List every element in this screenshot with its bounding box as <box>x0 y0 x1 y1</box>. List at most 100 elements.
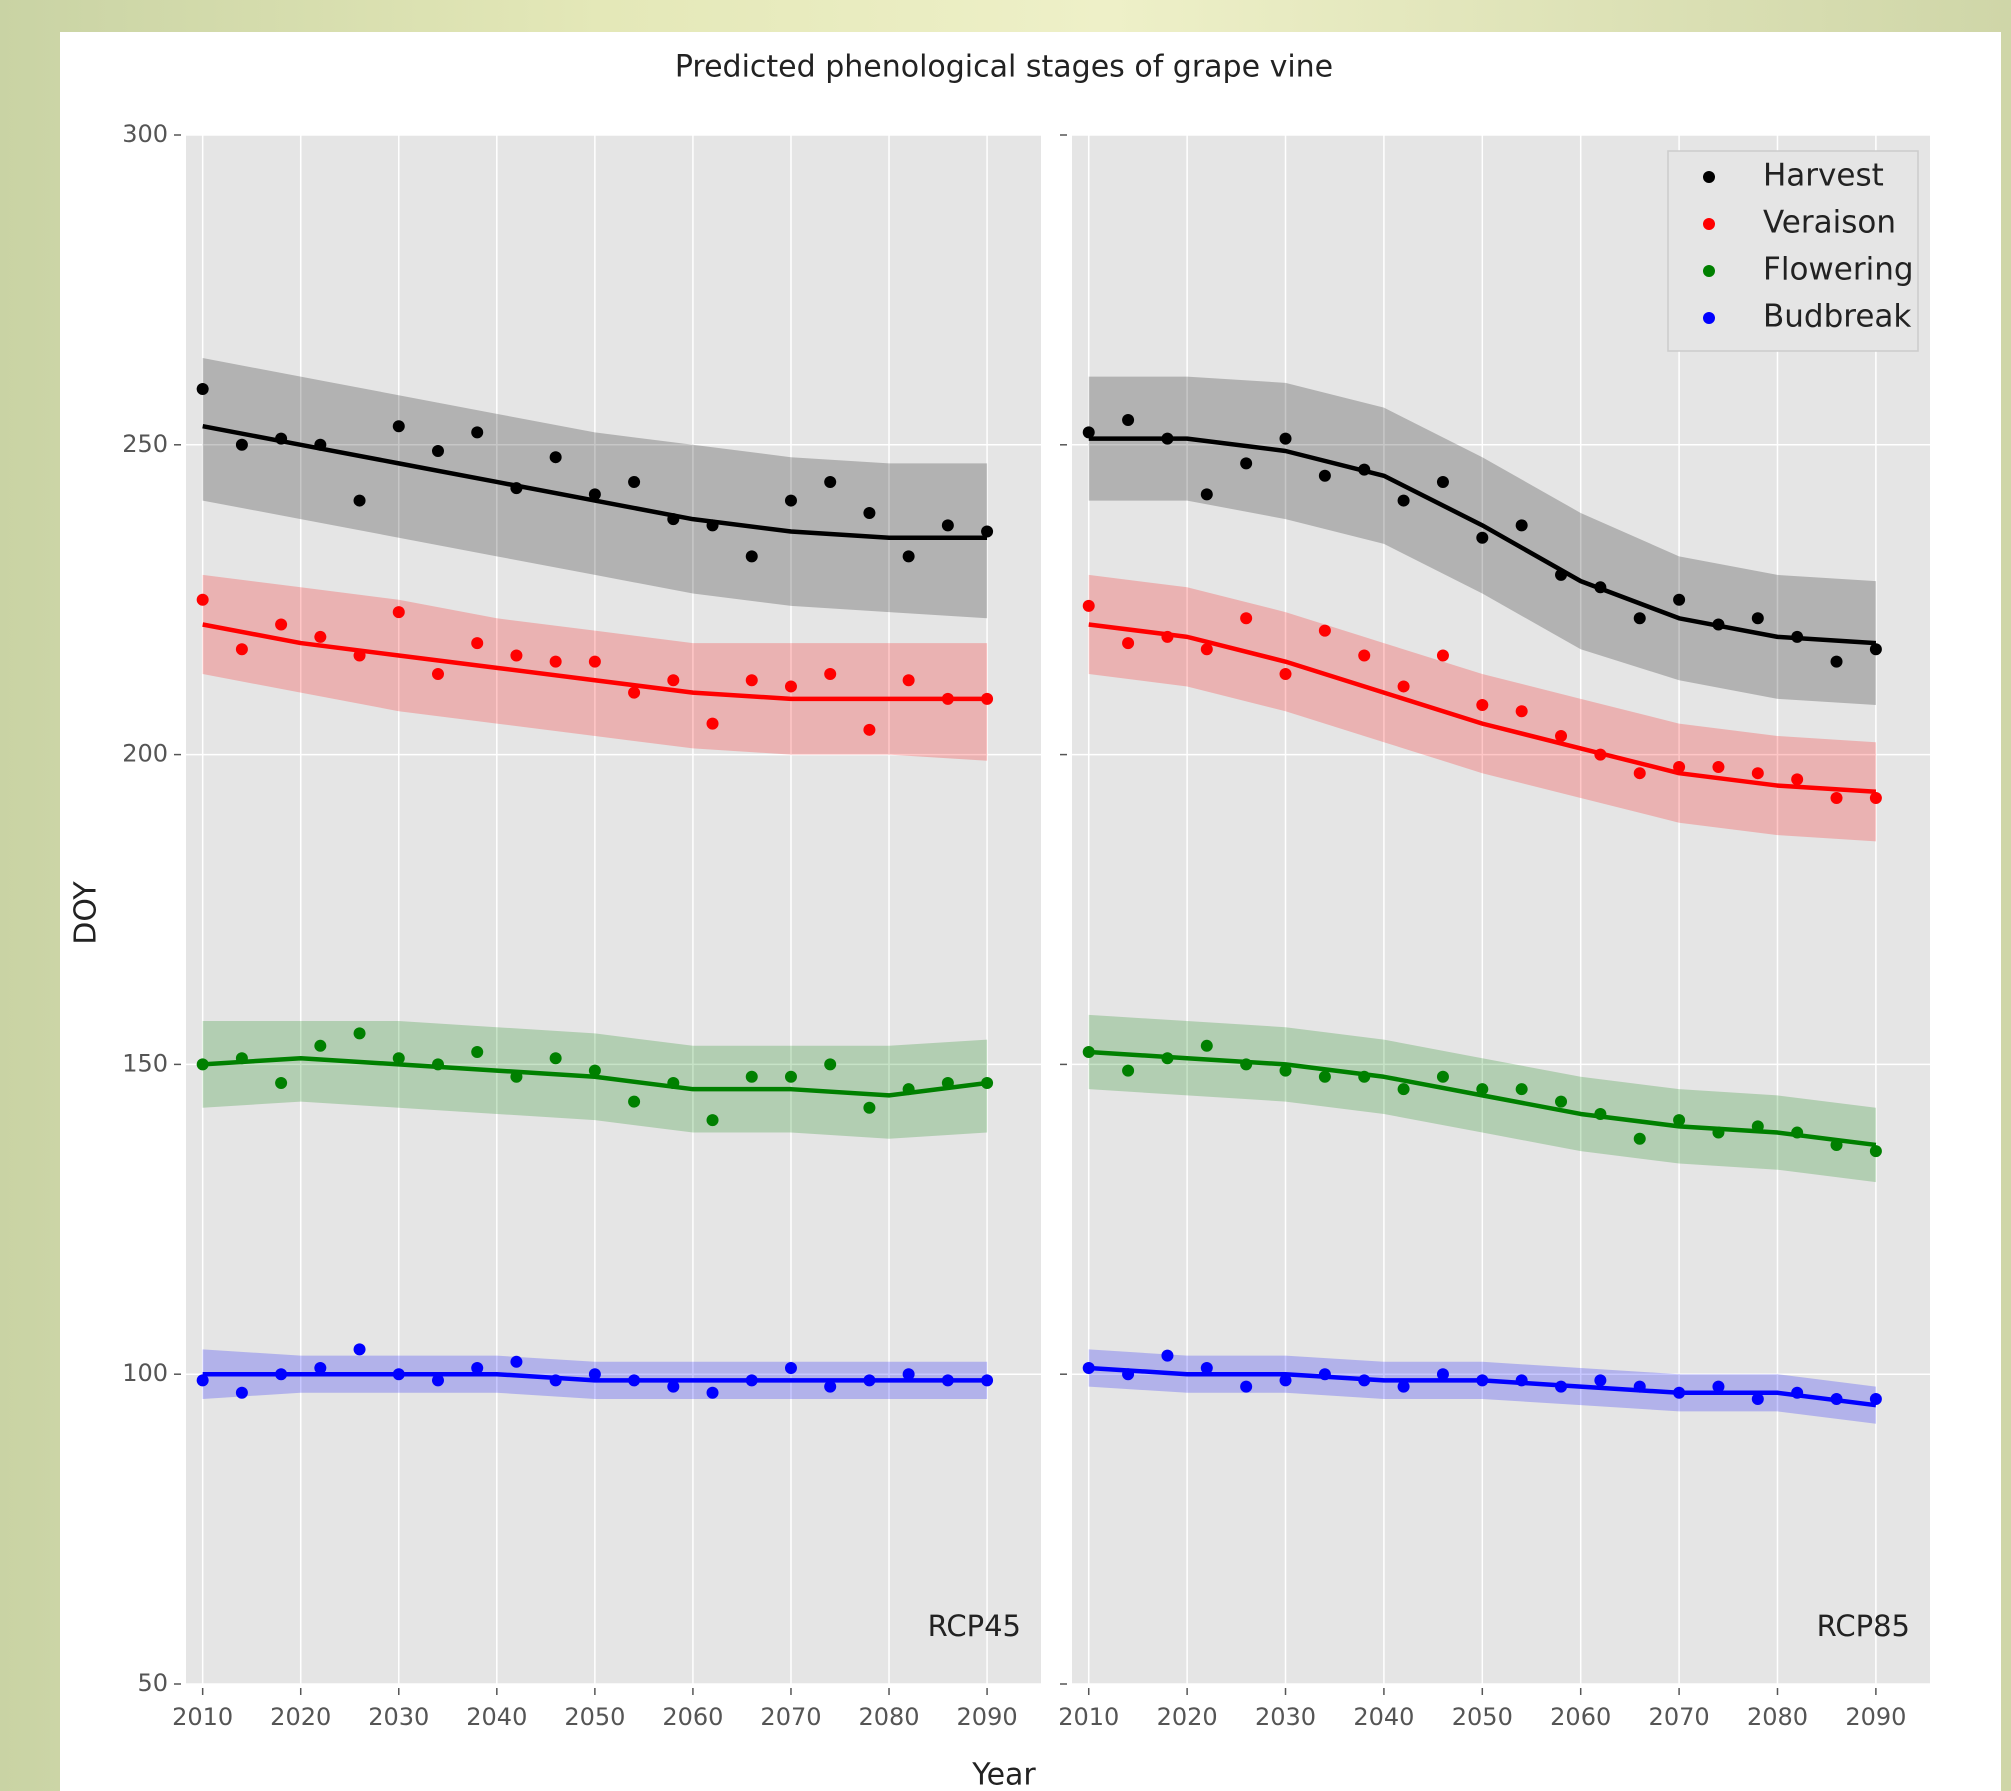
plot-area <box>186 135 1041 1684</box>
data-point <box>1594 1374 1607 1387</box>
data-point <box>314 1362 327 1375</box>
data-point <box>353 1027 366 1040</box>
legend-marker <box>1703 265 1715 277</box>
data-point <box>196 593 209 606</box>
data-point <box>392 1052 405 1065</box>
trend-line <box>1088 1365 1877 1408</box>
legend-marker <box>1703 171 1715 183</box>
data-point <box>824 1380 837 1393</box>
data-point <box>471 1362 484 1375</box>
data-point <box>1436 1368 1449 1381</box>
x-tick-label: 2070 <box>1649 1703 1710 1731</box>
data-point <box>863 723 876 736</box>
data-point <box>824 668 837 681</box>
data-point <box>314 1039 327 1052</box>
data-point <box>1712 1380 1725 1393</box>
data-point <box>1555 730 1568 743</box>
data-point <box>1869 1392 1882 1405</box>
y-tick-label: 200 <box>122 740 168 768</box>
data-point <box>824 475 837 488</box>
trend-line <box>202 424 988 540</box>
data-point <box>1869 791 1882 804</box>
data-point <box>1436 1070 1449 1083</box>
x-tick-label: 2010 <box>172 1703 233 1731</box>
data-point <box>235 438 248 451</box>
y-tick-label: 300 <box>122 120 168 148</box>
data-point <box>235 643 248 656</box>
data-point <box>902 674 915 687</box>
data-point <box>1515 705 1528 718</box>
data-point <box>1515 519 1528 532</box>
trend-line <box>202 1055 988 1098</box>
data-point <box>1436 649 1449 662</box>
confidence-band <box>1088 1349 1876 1424</box>
data-point <box>1751 612 1764 625</box>
data-point <box>1633 767 1646 780</box>
data-point <box>1318 624 1331 637</box>
data-point <box>745 674 758 687</box>
data-point <box>667 1380 680 1393</box>
data-point <box>1397 680 1410 693</box>
data-point <box>353 1343 366 1356</box>
panel-label: RCP85 <box>1817 1609 1910 1643</box>
data-point <box>1200 1362 1213 1375</box>
x-tick-label: 2030 <box>1255 1703 1316 1731</box>
legend-label: Flowering <box>1763 252 1914 288</box>
data-point <box>1240 1380 1253 1393</box>
data-point <box>588 655 601 668</box>
data-point <box>902 1368 915 1381</box>
data-point <box>510 1355 523 1368</box>
data-point <box>1318 1070 1331 1083</box>
data-point <box>275 1076 288 1089</box>
data-point <box>1555 1095 1568 1108</box>
data-point <box>1397 494 1410 507</box>
data-point <box>1830 791 1843 804</box>
data-point <box>824 1058 837 1071</box>
data-point <box>392 606 405 619</box>
data-point <box>196 1374 209 1387</box>
x-axis-label: Year <box>971 1758 1036 1791</box>
data-point <box>863 1101 876 1114</box>
data-point <box>431 668 444 681</box>
data-point <box>1515 1083 1528 1096</box>
data-point <box>1397 1380 1410 1393</box>
data-point <box>1279 1374 1292 1387</box>
legend-marker <box>1703 312 1715 324</box>
data-point <box>431 1374 444 1387</box>
data-point <box>1673 760 1686 773</box>
data-point <box>1082 426 1095 439</box>
y-tick-label: 50 <box>137 1669 168 1697</box>
data-point <box>1200 1039 1213 1052</box>
data-point <box>1476 699 1489 712</box>
data-point <box>1279 432 1292 445</box>
data-point <box>1712 760 1725 773</box>
x-tick-label: 2070 <box>760 1703 821 1731</box>
data-point <box>1830 655 1843 668</box>
data-point <box>1358 649 1371 662</box>
data-point <box>510 649 523 662</box>
trend-line <box>1088 622 1877 795</box>
data-point <box>588 488 601 501</box>
data-point <box>1673 593 1686 606</box>
data-point <box>706 1114 719 1127</box>
data-point <box>784 1362 797 1375</box>
data-point <box>1240 612 1253 625</box>
x-tick-label: 2040 <box>466 1703 527 1731</box>
x-tick-label: 2090 <box>1845 1703 1906 1731</box>
trend-line <box>1088 436 1877 646</box>
legend-label: Harvest <box>1763 158 1884 194</box>
data-point <box>1869 1145 1882 1158</box>
data-point <box>1436 475 1449 488</box>
y-tick-label: 100 <box>122 1359 168 1387</box>
data-point <box>1200 643 1213 656</box>
data-point <box>941 519 954 532</box>
data-point <box>1318 469 1331 482</box>
data-point <box>628 1095 641 1108</box>
data-point <box>1869 643 1882 656</box>
data-point <box>1633 1132 1646 1145</box>
trend-line <box>1088 1049 1877 1148</box>
y-axis-label: DOY <box>69 881 104 945</box>
legend-label: Budbreak <box>1763 299 1911 335</box>
chart-title: Predicted phenological stages of grape v… <box>675 50 1333 85</box>
data-point <box>1673 1114 1686 1127</box>
